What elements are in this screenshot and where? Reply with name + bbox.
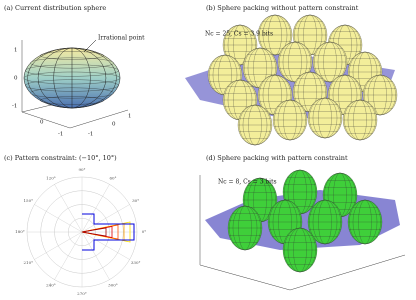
polar-spoke <box>81 184 110 233</box>
tick-label: -1 <box>88 132 93 138</box>
polar-label: 240° <box>46 283 56 288</box>
tick-label: 1 <box>128 114 132 120</box>
panel-title: (a) Current distribution sphere <box>4 4 106 12</box>
panel-title: (b) Sphere packing without pattern const… <box>206 4 359 12</box>
polar-spoke <box>81 231 110 280</box>
polar-spoke <box>81 231 130 260</box>
tick-label: -1 <box>12 104 17 110</box>
polar-spoke <box>54 184 83 233</box>
polar-spoke <box>81 204 130 233</box>
parallel <box>40 96 104 105</box>
polar-spoke <box>54 231 83 280</box>
tick-label: 0 <box>40 120 44 126</box>
tick-label: 0 <box>14 76 18 82</box>
parallel <box>23 71 121 85</box>
polar-spoke <box>34 231 83 260</box>
axes-box <box>199 175 406 291</box>
polar-label: 330° <box>131 260 141 265</box>
polar-spoke <box>34 204 83 233</box>
polar-label: 180° <box>15 229 25 234</box>
polar-label: 270° <box>77 291 87 296</box>
tick-label: 0 <box>112 122 116 128</box>
polar-label: 0° <box>142 229 147 234</box>
polar-label: 150° <box>23 198 33 203</box>
panel-title: (c) Pattern constraint: (−10°, 10°) <box>4 154 117 162</box>
meridian <box>27 47 117 109</box>
constraint-boundary <box>82 213 135 251</box>
polar-label: 300° <box>108 283 118 288</box>
polar-label: 120° <box>46 175 56 180</box>
panel-title: (d) Sphere packing with pattern constrai… <box>206 154 348 162</box>
annotation: Nc = 8, Cs = 3 bits <box>218 179 277 186</box>
annotation-arrow <box>83 39 97 53</box>
annotation: Irrational point <box>98 35 145 42</box>
sphere-group <box>207 14 398 146</box>
annotation: Nc = 25, Cs = 3.9 bits <box>205 31 273 38</box>
tick-label: -1 <box>58 132 63 138</box>
tick-label: 1 <box>14 48 18 54</box>
parallel <box>40 51 104 60</box>
polar-label: 30° <box>132 198 139 203</box>
parallel <box>30 87 114 99</box>
parallel <box>30 57 114 69</box>
ellipsoid <box>23 47 121 109</box>
polar-label: 60° <box>109 175 116 180</box>
sphere-group <box>227 169 383 273</box>
polar-label: 210° <box>23 260 33 265</box>
polar-plot: 0° 30° 60° 90° 120° 150° 180° 210° 240° 270° 300° 3… <box>15 167 146 296</box>
polar-label: 90° <box>78 167 85 172</box>
parallel <box>25 79 119 92</box>
parallel <box>25 64 119 77</box>
beam-lobe <box>81 227 107 237</box>
